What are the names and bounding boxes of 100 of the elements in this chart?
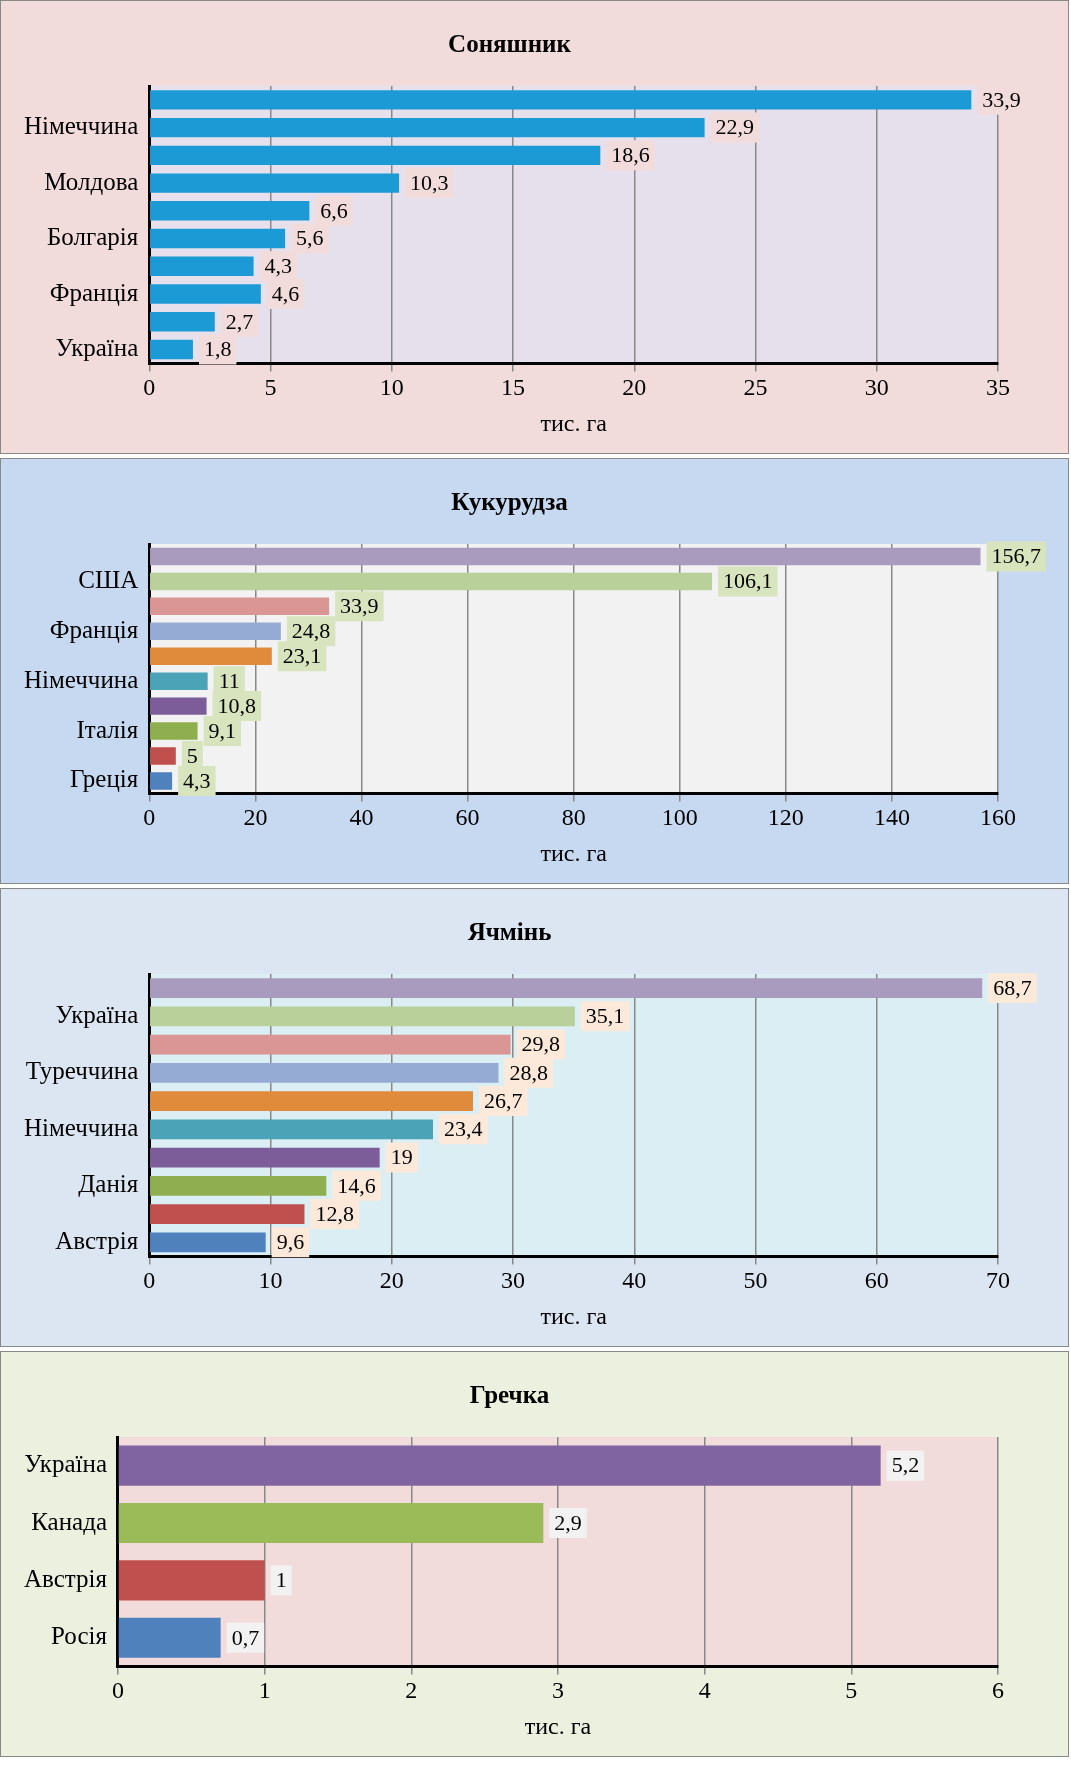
- x-axis-title: тис. га: [524, 1712, 592, 1739]
- bar: [150, 201, 310, 221]
- y-tick-label: Німеччина: [24, 112, 139, 140]
- x-axis-title: тис. га: [540, 1302, 608, 1329]
- x-tick-label: 0: [143, 1267, 156, 1294]
- x-tick-label: 20: [379, 1267, 404, 1294]
- bar: [150, 1147, 380, 1168]
- bar: [150, 1034, 511, 1055]
- y-tick-label: Італія: [76, 715, 139, 743]
- x-tick-label: 60: [864, 1267, 889, 1294]
- x-tick-label: 30: [864, 374, 889, 401]
- data-label: 156,7: [991, 543, 1041, 569]
- y-tick-label: Австрія: [55, 1226, 139, 1254]
- bar: [150, 90, 972, 110]
- bar: [150, 312, 215, 332]
- y-tick-label: Німеччина: [24, 665, 139, 693]
- x-tick-label: 10: [379, 374, 404, 401]
- x-tick-label: 5: [845, 1677, 858, 1704]
- x-tick-label: 25: [743, 374, 768, 401]
- data-label: 1,8: [203, 336, 232, 362]
- data-label: 23,4: [444, 1116, 483, 1142]
- bar: [118, 1560, 265, 1601]
- bar: [150, 145, 601, 166]
- data-label: 33,9: [982, 86, 1021, 112]
- data-label: 18,6: [611, 142, 650, 168]
- bar: [150, 1232, 266, 1253]
- bar: [150, 622, 281, 641]
- x-axis-title: тис. га: [540, 839, 608, 866]
- bar: [150, 1204, 305, 1224]
- bar: [150, 256, 254, 277]
- x-tick-label: 6: [992, 1677, 1004, 1704]
- x-tick-label: 0: [111, 1677, 124, 1704]
- bar: [150, 1175, 327, 1196]
- data-label: 5: [186, 742, 198, 768]
- data-label: 5,2: [891, 1452, 920, 1478]
- x-tick-label: 160: [980, 804, 1016, 831]
- bar: [150, 117, 705, 138]
- data-label: 5,6: [296, 225, 324, 251]
- data-label: 6,6: [320, 197, 348, 223]
- chart-title: Соняшник: [448, 30, 572, 58]
- bar: [150, 173, 400, 193]
- data-label: 106,1: [723, 568, 773, 594]
- y-tick-label: Туреччина: [25, 1057, 139, 1085]
- x-tick-label: 5: [264, 374, 277, 401]
- y-tick-label: Молдова: [44, 167, 139, 195]
- data-label: 9,1: [208, 717, 237, 743]
- bar: [150, 647, 272, 665]
- y-tick-label: Австрія: [24, 1564, 108, 1592]
- data-label: 23,1: [282, 643, 322, 669]
- data-label: 10,3: [410, 169, 449, 195]
- data-label: 10,8: [217, 692, 257, 718]
- bar: [118, 1502, 544, 1544]
- x-tick-label: 120: [767, 804, 804, 831]
- bar: [150, 722, 198, 740]
- data-label: 22,9: [715, 114, 755, 140]
- x-tick-label: 80: [561, 804, 586, 831]
- bar: [150, 228, 286, 249]
- bar: [150, 339, 193, 360]
- y-tick-label: Україна: [55, 1000, 139, 1028]
- bar: [150, 978, 983, 998]
- data-label: 4,3: [264, 253, 293, 279]
- data-label: 24,8: [291, 618, 331, 644]
- x-tick-label: 20: [622, 374, 647, 401]
- x-tick-label: 30: [501, 1267, 526, 1294]
- x-axis-title: тис. га: [540, 409, 608, 436]
- data-label: 0,7: [231, 1624, 260, 1650]
- data-label: 4,3: [183, 767, 211, 793]
- chart-title: Ячмінь: [467, 918, 552, 946]
- y-tick-label: Україна: [55, 334, 139, 362]
- y-tick-label: Болгарія: [47, 223, 139, 251]
- x-tick-label: 35: [986, 374, 1010, 401]
- x-tick-label: 15: [501, 374, 526, 401]
- bar: [150, 772, 173, 790]
- data-label: 68,7: [993, 974, 1032, 1000]
- bar: [150, 697, 207, 715]
- x-tick-label: 2: [405, 1677, 418, 1704]
- data-label: 11: [218, 667, 240, 693]
- y-tick-label: Канада: [31, 1507, 107, 1535]
- data-label: 26,7: [484, 1087, 523, 1113]
- y-tick-label: Франція: [49, 278, 139, 306]
- bar: [150, 1119, 434, 1140]
- y-tick-label: США: [78, 565, 139, 593]
- x-tick-label: 3: [551, 1677, 564, 1704]
- x-tick-label: 100: [661, 804, 698, 831]
- x-tick-label: 140: [873, 804, 910, 831]
- x-tick-label: 40: [622, 1267, 647, 1294]
- data-label: 4,6: [271, 280, 300, 306]
- y-tick-label: Україна: [24, 1450, 107, 1478]
- x-tick-label: 1: [258, 1677, 271, 1704]
- data-label: 29,8: [521, 1031, 561, 1057]
- data-label: 1: [275, 1567, 287, 1593]
- chart-title: Гречка: [469, 1381, 550, 1409]
- x-tick-label: 20: [243, 804, 268, 831]
- x-tick-label: 60: [455, 804, 480, 831]
- bar: [150, 284, 261, 304]
- bar: [150, 597, 330, 616]
- bar: [150, 1091, 474, 1111]
- y-tick-label: Данія: [78, 1170, 139, 1198]
- bar: [150, 747, 176, 765]
- chart-title: Кукурудза: [451, 488, 569, 516]
